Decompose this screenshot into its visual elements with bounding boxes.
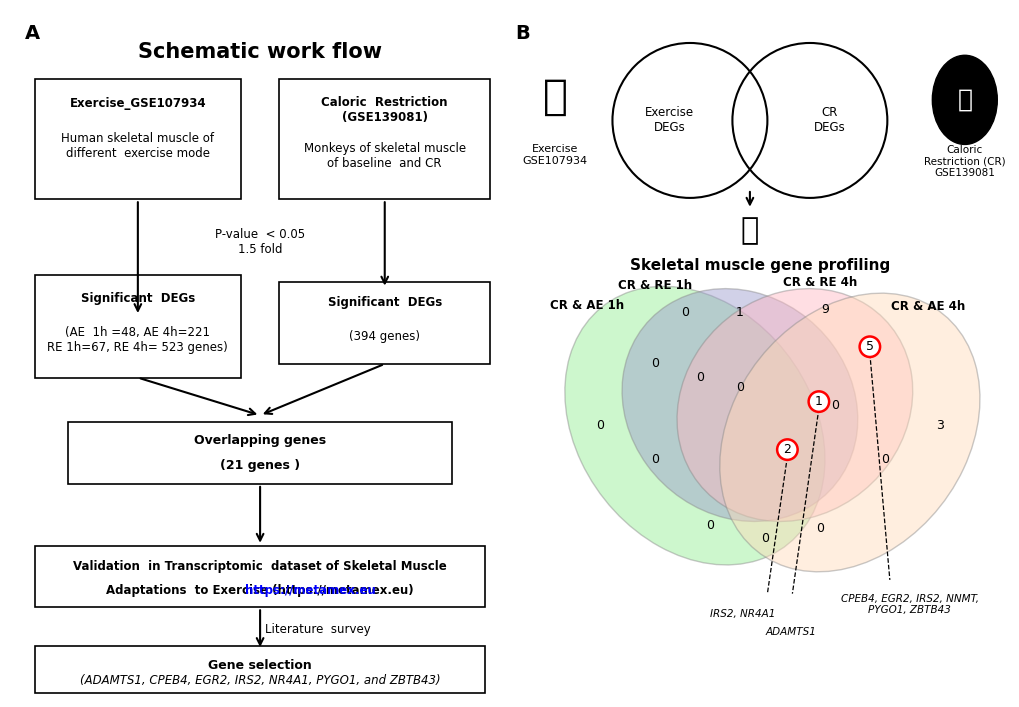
Text: 0: 0 xyxy=(815,522,823,535)
Text: Exercise_GSE107934: Exercise_GSE107934 xyxy=(69,97,206,110)
FancyBboxPatch shape xyxy=(279,79,490,199)
Text: Validation  in Transcriptomic  dataset of Skeletal Muscle: Validation in Transcriptomic dataset of … xyxy=(73,560,446,573)
Text: 2: 2 xyxy=(783,443,791,456)
Text: 0: 0 xyxy=(880,453,888,467)
Text: Exercise
DEGs: Exercise DEGs xyxy=(645,107,694,134)
Text: 0: 0 xyxy=(760,532,768,545)
Ellipse shape xyxy=(677,288,912,522)
Text: Caloric  Restriction
(GSE139081): Caloric Restriction (GSE139081) xyxy=(321,96,447,124)
Text: Gene selection: Gene selection xyxy=(208,659,312,672)
Text: Caloric
Restriction (CR)
GSE139081: Caloric Restriction (CR) GSE139081 xyxy=(923,145,1005,178)
Text: Monkeys of skeletal muscle
of baseline  and CR: Monkeys of skeletal muscle of baseline a… xyxy=(304,142,466,170)
FancyBboxPatch shape xyxy=(35,546,485,607)
Text: (AE  1h =48, AE 4h=221
RE 1h=67, RE 4h= 523 genes): (AE 1h =48, AE 4h=221 RE 1h=67, RE 4h= 5… xyxy=(48,326,228,354)
Text: (ADAMTS1, CPEB4, EGR2, IRS2, NR4A1, PYGO1, and ZBTB43): (ADAMTS1, CPEB4, EGR2, IRS2, NR4A1, PYGO… xyxy=(79,674,440,687)
Text: 5: 5 xyxy=(865,340,873,354)
Text: Human skeletal muscle of
different  exercise mode: Human skeletal muscle of different exerc… xyxy=(61,132,214,160)
Text: 3: 3 xyxy=(935,419,943,432)
Text: 0: 0 xyxy=(735,381,743,395)
Text: 0: 0 xyxy=(681,306,688,319)
FancyBboxPatch shape xyxy=(35,646,485,693)
Text: Significant  DEGs: Significant DEGs xyxy=(327,296,441,309)
Text: Overlapping genes: Overlapping genes xyxy=(194,434,326,448)
Text: 🏃: 🏃 xyxy=(542,76,567,117)
Text: CR & AE 1h: CR & AE 1h xyxy=(549,299,624,312)
Ellipse shape xyxy=(565,286,824,565)
Text: ADAMTS1: ADAMTS1 xyxy=(764,626,815,636)
Text: B: B xyxy=(515,25,529,43)
FancyBboxPatch shape xyxy=(35,79,240,199)
Text: 🍽: 🍽 xyxy=(957,88,971,112)
Text: Adaptations  to Exercise (https://metamex.eu): Adaptations to Exercise (https://metamex… xyxy=(106,584,414,597)
Text: Significant  DEGs: Significant DEGs xyxy=(81,292,195,305)
Text: Skeletal muscle gene profiling: Skeletal muscle gene profiling xyxy=(629,258,890,274)
Text: CR
DEGs: CR DEGs xyxy=(813,107,845,134)
Text: 🌿: 🌿 xyxy=(740,216,758,245)
Text: 1: 1 xyxy=(814,395,822,408)
Text: CR & RE 4h: CR & RE 4h xyxy=(782,276,856,289)
Circle shape xyxy=(931,55,997,144)
Text: CPEB4, EGR2, IRS2, NNMT,
PYGO1, ZBTB43: CPEB4, EGR2, IRS2, NNMT, PYGO1, ZBTB43 xyxy=(840,594,978,615)
FancyBboxPatch shape xyxy=(35,275,240,378)
Text: 0: 0 xyxy=(830,399,838,411)
Text: P-value  < 0.05
1.5 fold: P-value < 0.05 1.5 fold xyxy=(215,228,305,256)
Text: IRS2, NR4A1: IRS2, NR4A1 xyxy=(709,609,774,619)
Ellipse shape xyxy=(622,288,857,522)
Text: 0: 0 xyxy=(650,453,658,467)
Text: Literature  survey: Literature survey xyxy=(265,623,370,636)
FancyBboxPatch shape xyxy=(68,422,451,484)
Text: Exercise
GSE107934: Exercise GSE107934 xyxy=(522,144,587,165)
Text: 1: 1 xyxy=(736,306,743,319)
Text: 0: 0 xyxy=(705,518,713,532)
Text: 0: 0 xyxy=(650,358,658,370)
Text: 9: 9 xyxy=(820,303,828,315)
Text: A: A xyxy=(25,25,41,43)
Ellipse shape xyxy=(719,293,979,572)
FancyBboxPatch shape xyxy=(279,281,490,364)
Text: 0: 0 xyxy=(695,371,703,384)
Text: CR & AE 4h: CR & AE 4h xyxy=(890,300,964,313)
Text: 0: 0 xyxy=(595,419,603,432)
Text: (21 genes ): (21 genes ) xyxy=(220,459,300,472)
Text: Schematic work flow: Schematic work flow xyxy=(138,42,382,62)
Text: CR & RE 1h: CR & RE 1h xyxy=(618,279,691,291)
Text: https://metamex.eu: https://metamex.eu xyxy=(245,584,375,597)
Text: (394 genes): (394 genes) xyxy=(348,330,420,343)
